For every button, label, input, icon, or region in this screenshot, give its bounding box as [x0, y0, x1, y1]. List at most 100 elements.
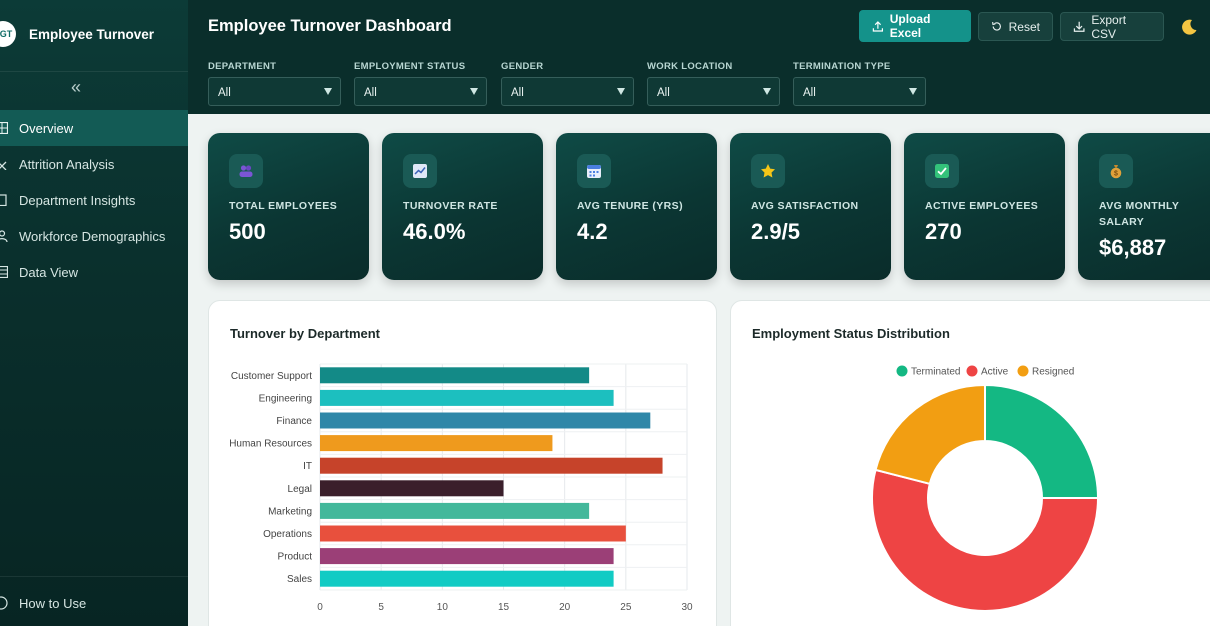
category-tick-label: Marketing: [268, 506, 312, 517]
upload-excel-button[interactable]: Upload Excel: [859, 10, 971, 42]
kpi-card-avg-satisfaction: AVG SATISFACTION 2.9/5: [730, 133, 891, 280]
legend-label: Resigned: [1032, 367, 1074, 378]
legend-item[interactable]: Terminated: [896, 365, 961, 378]
bar[interactable]: [320, 570, 614, 587]
upload-icon: [872, 20, 883, 32]
kpi-value: 270: [925, 219, 962, 244]
help-circle-icon: [0, 596, 8, 610]
sidebar-item-label: Department Insights: [19, 192, 136, 208]
sidebar-footer: How to Use: [0, 576, 188, 626]
select-value: All: [364, 87, 377, 99]
donut-slice[interactable]: [874, 383, 986, 486]
legend-label: Active: [981, 367, 1009, 378]
select-value: All: [218, 87, 231, 99]
moon-icon[interactable]: [1180, 18, 1198, 36]
filter-label: EMPLOYMENT STATUS: [354, 61, 466, 72]
category-tick-label: Finance: [276, 416, 312, 427]
legend-swatch: [1017, 365, 1029, 377]
svg-text:$: $: [1114, 171, 1118, 178]
sidebar-item-overview[interactable]: Overview: [0, 110, 188, 146]
category-tick-label: Human Resources: [229, 439, 312, 450]
export-csv-button[interactable]: Export CSV: [1060, 12, 1164, 41]
status-donut-chart: Terminated Active Resigned: [871, 365, 1100, 612]
grid-icon: [0, 122, 8, 134]
x-tick-label: 5: [378, 602, 384, 613]
category-tick-label: Sales: [287, 574, 312, 585]
close-icon: [0, 161, 7, 170]
x-tick-label: 15: [498, 602, 510, 613]
donut-slice[interactable]: [871, 468, 1100, 612]
select-value: All: [657, 87, 670, 99]
sidebar-item-data-view[interactable]: Data View: [0, 254, 188, 290]
users-icon: [0, 230, 8, 242]
department-chart-panel: Turnover by Department Customer Support E…: [208, 300, 717, 626]
export-csv-label: Export CSV: [1091, 12, 1127, 41]
table-icon: [0, 266, 8, 278]
kpi-card-total-employees: TOTAL EMPLOYEES 500: [208, 133, 369, 280]
header: Employee Turnover Dashboard Upload Excel…: [188, 0, 1210, 114]
department-select[interactable]: All: [208, 77, 341, 106]
department-chart-title: Turnover by Department: [230, 326, 381, 341]
termination-type-filter: TERMINATION TYPE All: [793, 61, 926, 106]
bar[interactable]: [320, 389, 614, 406]
bar[interactable]: [320, 367, 590, 384]
bar[interactable]: [320, 457, 663, 474]
kpi-label: AVG MONTHLY SALARY: [1099, 200, 1180, 228]
filter-label: GENDER: [501, 61, 544, 72]
sidebar-item-department-insights[interactable]: Department Insights: [0, 182, 188, 218]
calendar-icon: [577, 154, 611, 188]
donut-slice[interactable]: [984, 383, 1100, 499]
category-tick-label: Engineering: [259, 393, 312, 404]
sidebar-item-label: Overview: [19, 120, 74, 136]
legend-item[interactable]: Active: [966, 365, 1009, 378]
legend-item[interactable]: Resigned: [1017, 365, 1075, 378]
filter-label: TERMINATION TYPE: [793, 61, 891, 72]
sidebar: GT Employee Turnover « Overview Attritio…: [0, 0, 188, 626]
caret-down-icon: [909, 88, 917, 95]
brand-name: Employee Turnover: [29, 27, 155, 42]
status-chart-panel: Employment Status Distribution Terminate…: [730, 300, 1210, 626]
sidebar-item-label: Workforce Demographics: [19, 228, 166, 244]
sidebar-item-how-to-use[interactable]: How to Use: [0, 585, 188, 621]
bar[interactable]: [320, 548, 614, 565]
kpi-value: 2.9/5: [751, 219, 800, 244]
kpi-value: 46.0%: [403, 219, 466, 244]
caret-down-icon: [470, 88, 478, 95]
bar[interactable]: [320, 435, 553, 452]
x-tick-label: 0: [317, 602, 323, 613]
reset-label: Reset: [1008, 19, 1040, 34]
sidebar-item-attrition-analysis[interactable]: Attrition Analysis: [0, 146, 188, 182]
status-chart-title: Employment Status Distribution: [752, 326, 950, 341]
kpi-card-avg-monthly-salary: $ AVG MONTHLY SALARY $6,887: [1078, 133, 1210, 280]
bar[interactable]: [320, 412, 651, 429]
kpi-value: 500: [229, 219, 266, 244]
trend-chart-icon: [403, 154, 437, 188]
legend-swatch: [896, 365, 908, 377]
work-location-select[interactable]: All: [647, 77, 780, 106]
kpi-label: TOTAL EMPLOYEES: [229, 200, 338, 212]
collapse-sidebar-icon[interactable]: «: [70, 77, 81, 97]
bar[interactable]: [320, 525, 626, 542]
bar[interactable]: [320, 502, 590, 519]
filter-label: DEPARTMENT: [208, 61, 277, 72]
page-title: Employee Turnover Dashboard: [208, 17, 452, 35]
select-value: All: [803, 87, 816, 99]
sidebar-item-workforce-demographics[interactable]: Workforce Demographics: [0, 218, 188, 254]
bar[interactable]: [320, 480, 504, 497]
caret-down-icon: [763, 88, 771, 95]
kpi-card-turnover-rate: TURNOVER RATE 46.0%: [382, 133, 543, 280]
termination-type-select[interactable]: All: [793, 77, 926, 106]
download-icon: [1073, 21, 1085, 32]
kpi-label: ACTIVE EMPLOYEES: [925, 200, 1039, 212]
money-bag-icon: $: [1099, 154, 1133, 188]
kpi-label: AVG TENURE (YRS): [577, 200, 683, 212]
department-bar-chart: Customer Support Engineering Finance Human …: [229, 363, 693, 613]
category-tick-label: Product: [278, 552, 313, 563]
category-tick-label: Customer Support: [231, 371, 312, 382]
gender-select[interactable]: All: [501, 77, 634, 106]
star-icon: [751, 154, 785, 188]
kpi-label: TURNOVER RATE: [403, 200, 498, 212]
reset-button[interactable]: Reset: [978, 12, 1053, 41]
checkbox-icon: [925, 154, 959, 188]
employment-status-select[interactable]: All: [354, 77, 487, 106]
